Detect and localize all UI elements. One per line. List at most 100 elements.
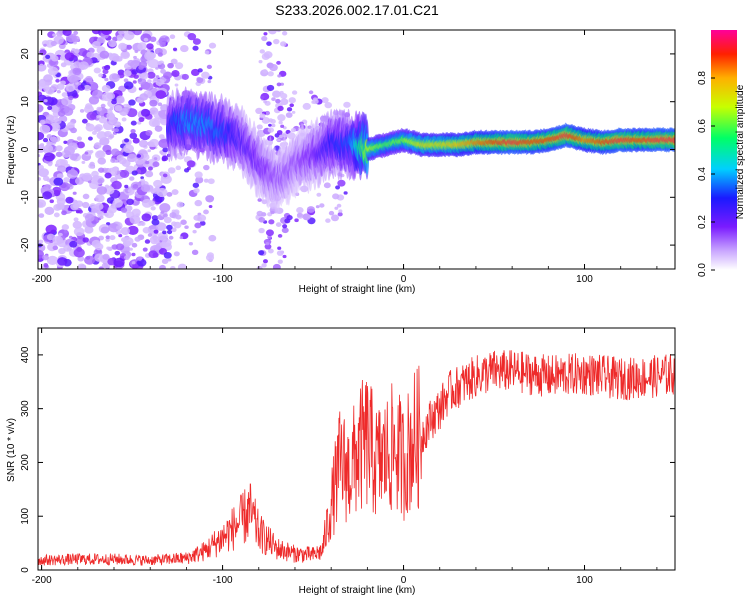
speckle-mark [138,65,144,70]
speckle-mark [272,263,281,269]
speckle-mark [57,110,66,117]
speckle-mark [81,160,86,164]
speckle-mark [112,55,120,63]
speckle-mark [343,191,348,195]
speckle-mark [97,167,105,173]
speckle-mark [96,131,107,140]
spectrogram-y-tick-label: -20 [20,237,31,252]
speckle-mark [276,130,283,135]
speckle-mark [263,51,273,59]
speckle-mark [117,37,122,42]
speckle-mark [109,134,115,139]
speckle-mark [132,183,139,189]
speckle-mark [43,152,55,162]
speckle-mark [275,98,281,104]
speckle-mark [163,252,172,259]
speckle-mark [140,72,149,80]
speckle-mark [170,227,177,233]
speckle-mark [173,251,180,257]
speckle-mark [91,239,101,248]
speckle-mark [188,241,193,246]
speckle-mark [302,213,311,221]
speckle-mark [38,104,44,113]
speckle-mark [294,218,299,223]
speckle-mark [282,254,287,259]
speckle-mark [42,137,49,143]
speckle-mark [101,263,108,269]
speckle-mark [53,203,62,211]
speckle-mark [277,74,282,78]
speckle-mark [153,157,158,161]
speckle-mark [73,248,85,258]
speckle-mark [147,79,152,84]
speckle-mark [89,161,95,167]
speckle-mark [101,84,111,93]
speckle-mark [62,107,74,116]
snr-y-axis-title: SNR (10 * v/v) [6,418,17,482]
speckle-mark [336,203,342,208]
speckle-mark [161,155,169,162]
speckle-mark [91,30,101,35]
spectrogram-y-tick-label: 20 [20,48,31,60]
speckle-mark [131,242,138,248]
speckle-mark [325,218,331,223]
speckle-mark [127,225,139,235]
speckle-mark [296,212,303,218]
speckle-mark [111,127,116,132]
speckle-mark [260,95,265,100]
speckle-mark [120,44,126,49]
speckle-mark [140,109,151,117]
speckle-mark [276,250,284,256]
speckle-mark [127,59,135,67]
speckle-mark [104,185,115,195]
speckle-mark [296,207,304,214]
snr-x-tick-label: 0 [401,575,407,586]
speckle-mark [277,259,283,264]
speckle-mark [114,250,121,256]
speckle-mark [208,204,213,209]
snr-x-axis-title: Height of straight line (km) [299,585,416,596]
spectrogram-x-axis-title: Height of straight line (km) [299,284,416,295]
speckle-mark [267,71,274,77]
speckle-mark [291,90,298,95]
speckle-mark [123,31,135,41]
speckle-mark [194,171,203,179]
speckle-mark [167,167,176,174]
speckle-mark [113,257,125,268]
speckle-mark [149,99,158,107]
speckle-mark [337,212,343,217]
speckle-mark [277,234,283,238]
speckle-mark [140,184,151,192]
speckle-mark [262,259,268,264]
speckle-mark [89,150,94,154]
speckle-mark [171,70,180,78]
speckle-mark [105,235,111,240]
speckle-mark [76,141,85,149]
speckle-mark [93,126,102,133]
speckle-mark [52,245,59,251]
speckle-mark [73,217,79,222]
speckle-mark [256,265,263,269]
speckle-mark [131,170,138,176]
speckle-mark [330,214,340,222]
speckle-mark [115,243,125,251]
snr-y-tick-label: 200 [20,454,31,471]
speckle-mark [147,233,153,237]
speckle-mark [100,226,110,234]
colorbar-tick-label: 0.0 [697,263,708,277]
speckle-mark [306,206,316,213]
speckle-mark [181,73,189,80]
speckle-mark [53,212,60,218]
speckle-mark [96,106,103,112]
speckle-mark [38,239,44,244]
speckle-mark [123,255,130,261]
speckle-mark [53,177,64,186]
speckle-mark [63,230,68,234]
speckle-mark [153,77,158,82]
speckle-mark [140,178,146,183]
speckle-mark [166,224,173,231]
speckle-mark [143,37,149,42]
spectrogram-x-tick-label: 100 [576,274,593,285]
speckle-mark [126,153,137,163]
